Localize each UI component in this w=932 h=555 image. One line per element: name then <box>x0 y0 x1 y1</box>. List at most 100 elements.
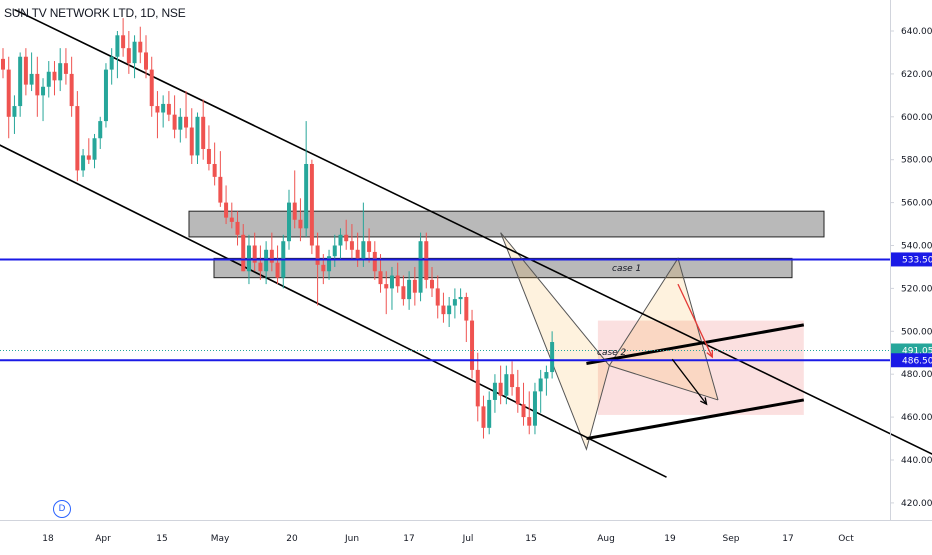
candle[interactable] <box>252 232 257 272</box>
candle[interactable] <box>470 309 475 379</box>
candle[interactable] <box>75 91 80 182</box>
candle[interactable] <box>218 151 223 207</box>
candle[interactable] <box>504 365 509 405</box>
candle[interactable] <box>384 271 389 315</box>
candle[interactable] <box>287 189 291 250</box>
resistance-zone[interactable] <box>188 210 825 238</box>
candle[interactable] <box>63 48 68 85</box>
candle[interactable] <box>241 224 246 272</box>
candle[interactable] <box>395 262 400 293</box>
candle[interactable] <box>315 232 320 306</box>
candle[interactable] <box>372 241 377 280</box>
candle[interactable] <box>338 228 343 261</box>
candle[interactable] <box>515 369 520 413</box>
time-axis[interactable]: 18 Apr 15 May 20 Jun 17 Jul 15 Aug 19 Sep 17 Oct <box>42 534 854 544</box>
candle[interactable] <box>178 108 183 143</box>
candle[interactable] <box>424 232 429 289</box>
candle[interactable] <box>29 52 34 92</box>
candle[interactable] <box>521 382 526 426</box>
candle[interactable] <box>309 159 314 255</box>
candle[interactable] <box>458 288 463 315</box>
candle[interactable] <box>532 382 537 435</box>
candle[interactable] <box>418 232 423 302</box>
candle[interactable] <box>332 234 337 267</box>
candle[interactable] <box>189 108 194 164</box>
candle[interactable] <box>269 232 274 272</box>
candle[interactable] <box>115 31 120 79</box>
resistance-zone[interactable] <box>213 257 793 279</box>
candle[interactable] <box>412 266 417 306</box>
candle[interactable] <box>464 292 469 343</box>
candle[interactable] <box>201 99 206 160</box>
candle[interactable] <box>132 35 137 79</box>
candle[interactable] <box>6 56 11 139</box>
interval-badge[interactable]: D <box>53 500 71 518</box>
candle[interactable] <box>103 63 108 128</box>
candle[interactable] <box>184 91 189 139</box>
candle[interactable] <box>86 138 91 164</box>
candle[interactable] <box>121 18 126 57</box>
candle[interactable] <box>138 26 143 64</box>
candle[interactable] <box>327 249 332 280</box>
candle[interactable] <box>206 125 211 171</box>
candle[interactable] <box>166 91 171 122</box>
candle[interactable] <box>144 35 148 79</box>
candle[interactable] <box>367 228 372 263</box>
candle[interactable] <box>292 170 297 229</box>
price-axis[interactable]: 640.00 620.00 600.00 580.00 560.00 540.00 520.… <box>890 27 932 509</box>
candle[interactable] <box>275 245 280 285</box>
candle[interactable] <box>401 275 406 306</box>
candle[interactable] <box>487 391 492 435</box>
candle[interactable] <box>510 361 515 396</box>
candle[interactable] <box>435 275 440 319</box>
candle[interactable] <box>235 211 240 246</box>
candle[interactable] <box>452 288 457 319</box>
candle[interactable] <box>35 56 40 117</box>
candle[interactable] <box>407 271 412 310</box>
candle[interactable] <box>12 95 17 134</box>
candle[interactable] <box>447 296 452 328</box>
candle[interactable] <box>344 219 349 250</box>
channel-lower-trendline[interactable] <box>0 113 667 478</box>
candle[interactable] <box>229 202 234 229</box>
candle[interactable] <box>538 369 543 413</box>
candle[interactable] <box>355 232 360 267</box>
channel-upper-trendline[interactable] <box>14 8 932 475</box>
candle[interactable] <box>109 48 114 85</box>
candle[interactable] <box>481 395 486 439</box>
candle[interactable] <box>92 133 97 169</box>
candle[interactable] <box>69 56 74 117</box>
candle[interactable] <box>258 245 263 280</box>
candle[interactable] <box>18 52 23 117</box>
candle[interactable] <box>23 48 28 96</box>
candle[interactable] <box>52 61 57 96</box>
candle[interactable] <box>492 374 497 413</box>
candle[interactable] <box>298 198 303 242</box>
candle[interactable] <box>212 142 217 186</box>
candle[interactable] <box>378 254 383 293</box>
candle[interactable] <box>58 48 63 92</box>
candle[interactable] <box>475 352 480 422</box>
candle[interactable] <box>81 148 86 177</box>
candle[interactable] <box>172 95 177 139</box>
candle[interactable] <box>361 202 366 267</box>
candle[interactable] <box>161 95 166 128</box>
candle[interactable] <box>1 48 5 79</box>
candle[interactable] <box>441 292 446 323</box>
arrow-case-1[interactable] <box>677 283 714 359</box>
candle[interactable] <box>544 365 549 396</box>
candle[interactable] <box>498 365 503 405</box>
candle[interactable] <box>126 31 131 74</box>
candle[interactable] <box>195 112 200 164</box>
candle[interactable] <box>349 224 354 259</box>
candle[interactable] <box>149 56 154 117</box>
candle[interactable] <box>430 266 434 297</box>
candle[interactable] <box>46 61 51 98</box>
candle[interactable] <box>389 266 394 310</box>
candle[interactable] <box>304 121 309 237</box>
candle[interactable] <box>98 116 103 149</box>
candle[interactable] <box>264 241 269 285</box>
arrow-case-2[interactable] <box>671 358 708 406</box>
